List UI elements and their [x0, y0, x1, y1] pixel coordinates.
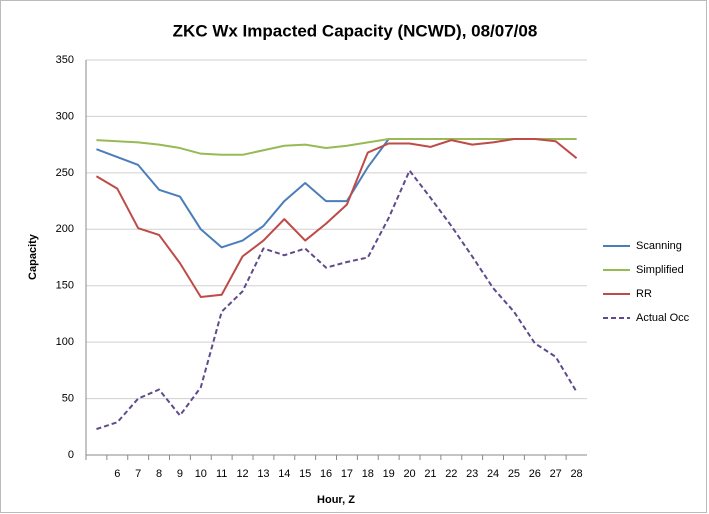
y-tick-label: 200 [56, 223, 74, 235]
x-tick-label: 15 [299, 468, 311, 480]
x-tick-label: 7 [135, 468, 141, 480]
y-tick-label: 50 [62, 392, 74, 404]
x-tick-label: 6 [114, 468, 120, 480]
y-tick-label: 0 [68, 449, 74, 461]
legend-label: Simplified [636, 264, 684, 276]
x-tick-label: 21 [424, 468, 436, 480]
x-tick-label: 24 [487, 468, 499, 480]
x-tick-label: 11 [216, 468, 227, 480]
legend-label: Actual Occ [636, 312, 690, 324]
x-tick-label: 20 [403, 468, 415, 480]
x-tick-label: 25 [508, 468, 520, 480]
y-tick-label: 100 [56, 336, 74, 348]
series-line [96, 169, 578, 430]
y-tick-label: 300 [56, 110, 74, 122]
x-tick-label: 28 [570, 468, 582, 480]
x-tick-label: 22 [445, 468, 457, 480]
x-tick-label: 9 [177, 468, 183, 480]
x-tick-label: 18 [362, 468, 374, 480]
x-tick-label: 19 [383, 468, 395, 480]
series-line [95, 138, 578, 298]
x-tick-label: 27 [550, 468, 562, 480]
y-axis-title: Capacity [27, 233, 39, 280]
y-tick-label: 350 [56, 54, 74, 66]
series-line [96, 138, 577, 156]
y-tick-label: 150 [56, 280, 74, 292]
x-tick-label: 8 [156, 468, 162, 480]
x-tick-label: 16 [320, 468, 332, 480]
x-tick-label: 26 [529, 468, 541, 480]
legend-label: Scanning [636, 240, 682, 252]
x-tick-label: 14 [278, 468, 290, 480]
x-tick-label: 23 [466, 468, 478, 480]
legend-label: RR [636, 288, 652, 300]
x-tick-label: 13 [257, 468, 269, 480]
x-axis-title: Hour, Z [317, 494, 355, 506]
x-tick-label: 12 [236, 468, 248, 480]
x-tick-label: 10 [195, 468, 207, 480]
x-tick-label: 17 [341, 468, 353, 480]
y-tick-label: 250 [56, 167, 74, 179]
chart-title: ZKC Wx Impacted Capacity (NCWD), 08/07/0… [173, 21, 538, 40]
